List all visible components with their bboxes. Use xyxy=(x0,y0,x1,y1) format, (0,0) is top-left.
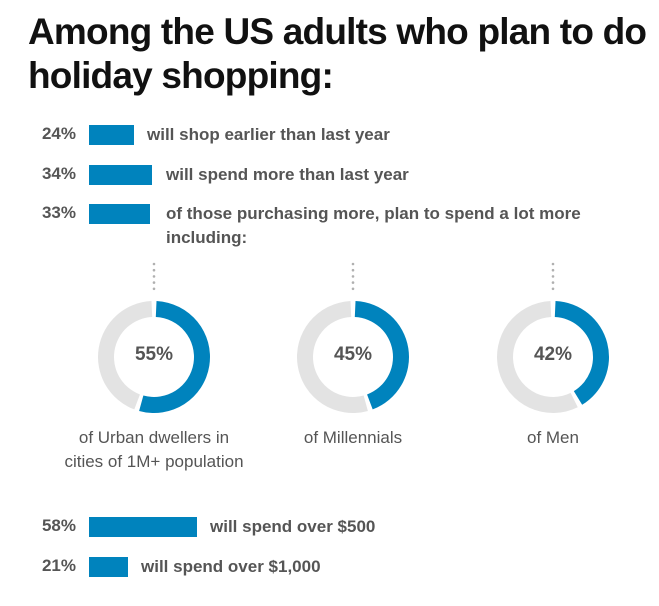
page-title: Among the US adults who plan to do holid… xyxy=(28,11,647,96)
connector-dot xyxy=(152,268,156,272)
connector-dot xyxy=(551,287,555,291)
connector-dot xyxy=(351,262,355,266)
donut-caption: of Urban dwellers in cities of 1M+ popul… xyxy=(64,428,244,471)
donut-chart xyxy=(297,262,409,413)
bar-over-1000 xyxy=(89,557,129,577)
donut-track xyxy=(98,301,153,410)
bar-label: of those purchasing more, plan to spend … xyxy=(166,204,581,247)
connector-dot xyxy=(551,281,555,284)
bar-row-spend-a-lot-more: 33% of those purchasing more, plan to sp… xyxy=(0,202,659,252)
bar-label: will shop earlier than last year xyxy=(147,125,390,144)
connector-dot xyxy=(351,275,355,278)
bar-row-over-500: 58% will spend over $500 xyxy=(0,515,659,537)
bar-label: will spend over $500 xyxy=(210,517,376,536)
bar-value-label: 58% xyxy=(41,516,76,535)
connector-dot xyxy=(351,281,355,284)
connector-dot xyxy=(551,268,555,272)
donut-caption: of Millennials xyxy=(303,428,403,447)
bar-value-label: 21% xyxy=(41,556,76,575)
connector-dot xyxy=(551,262,555,266)
donut-segment xyxy=(139,301,210,413)
donut-chart xyxy=(497,262,609,413)
connector-dot xyxy=(152,275,156,278)
bar-row-over-1000: 21% will spend over $1,000 xyxy=(0,555,659,577)
bar-value-label: 34% xyxy=(41,164,76,183)
donut-millennials: 45% of Millennials xyxy=(253,258,453,498)
bar-spend-more xyxy=(89,165,153,185)
connector-dot xyxy=(551,275,555,278)
donut-track xyxy=(297,301,368,413)
bar-row-spend-more: 34% will spend more than last year xyxy=(0,163,659,185)
donut-caption: of Men xyxy=(527,428,579,447)
connector-dot xyxy=(152,281,156,284)
donut-segment xyxy=(554,301,609,405)
donut-track xyxy=(497,301,578,413)
bar-shop-earlier xyxy=(89,125,134,145)
bar-spend-a-lot-more xyxy=(89,204,151,224)
donut-value: 45% xyxy=(333,344,373,365)
donut-segment xyxy=(354,301,409,410)
donut-urban: 55% of Urban dwellers in cities of 1M+ p… xyxy=(54,258,254,498)
bar-label: will spend more than last year xyxy=(166,165,409,184)
connector-dot xyxy=(351,287,355,291)
bar-over-500 xyxy=(89,517,197,537)
connector-dot xyxy=(152,287,156,291)
donut-men: 42% of Men xyxy=(453,258,653,498)
bar-value-label: 33% xyxy=(41,203,76,222)
donut-value: 55% xyxy=(134,344,174,365)
bar-label: will spend over $1,000 xyxy=(141,557,321,576)
connector-dot xyxy=(351,268,355,272)
donut-value: 42% xyxy=(533,344,573,365)
connector-dot xyxy=(152,262,156,266)
donut-chart xyxy=(98,262,210,413)
bar-row-shop-earlier: 24% will shop earlier than last year xyxy=(0,123,659,145)
bar-value-label: 24% xyxy=(41,124,76,143)
